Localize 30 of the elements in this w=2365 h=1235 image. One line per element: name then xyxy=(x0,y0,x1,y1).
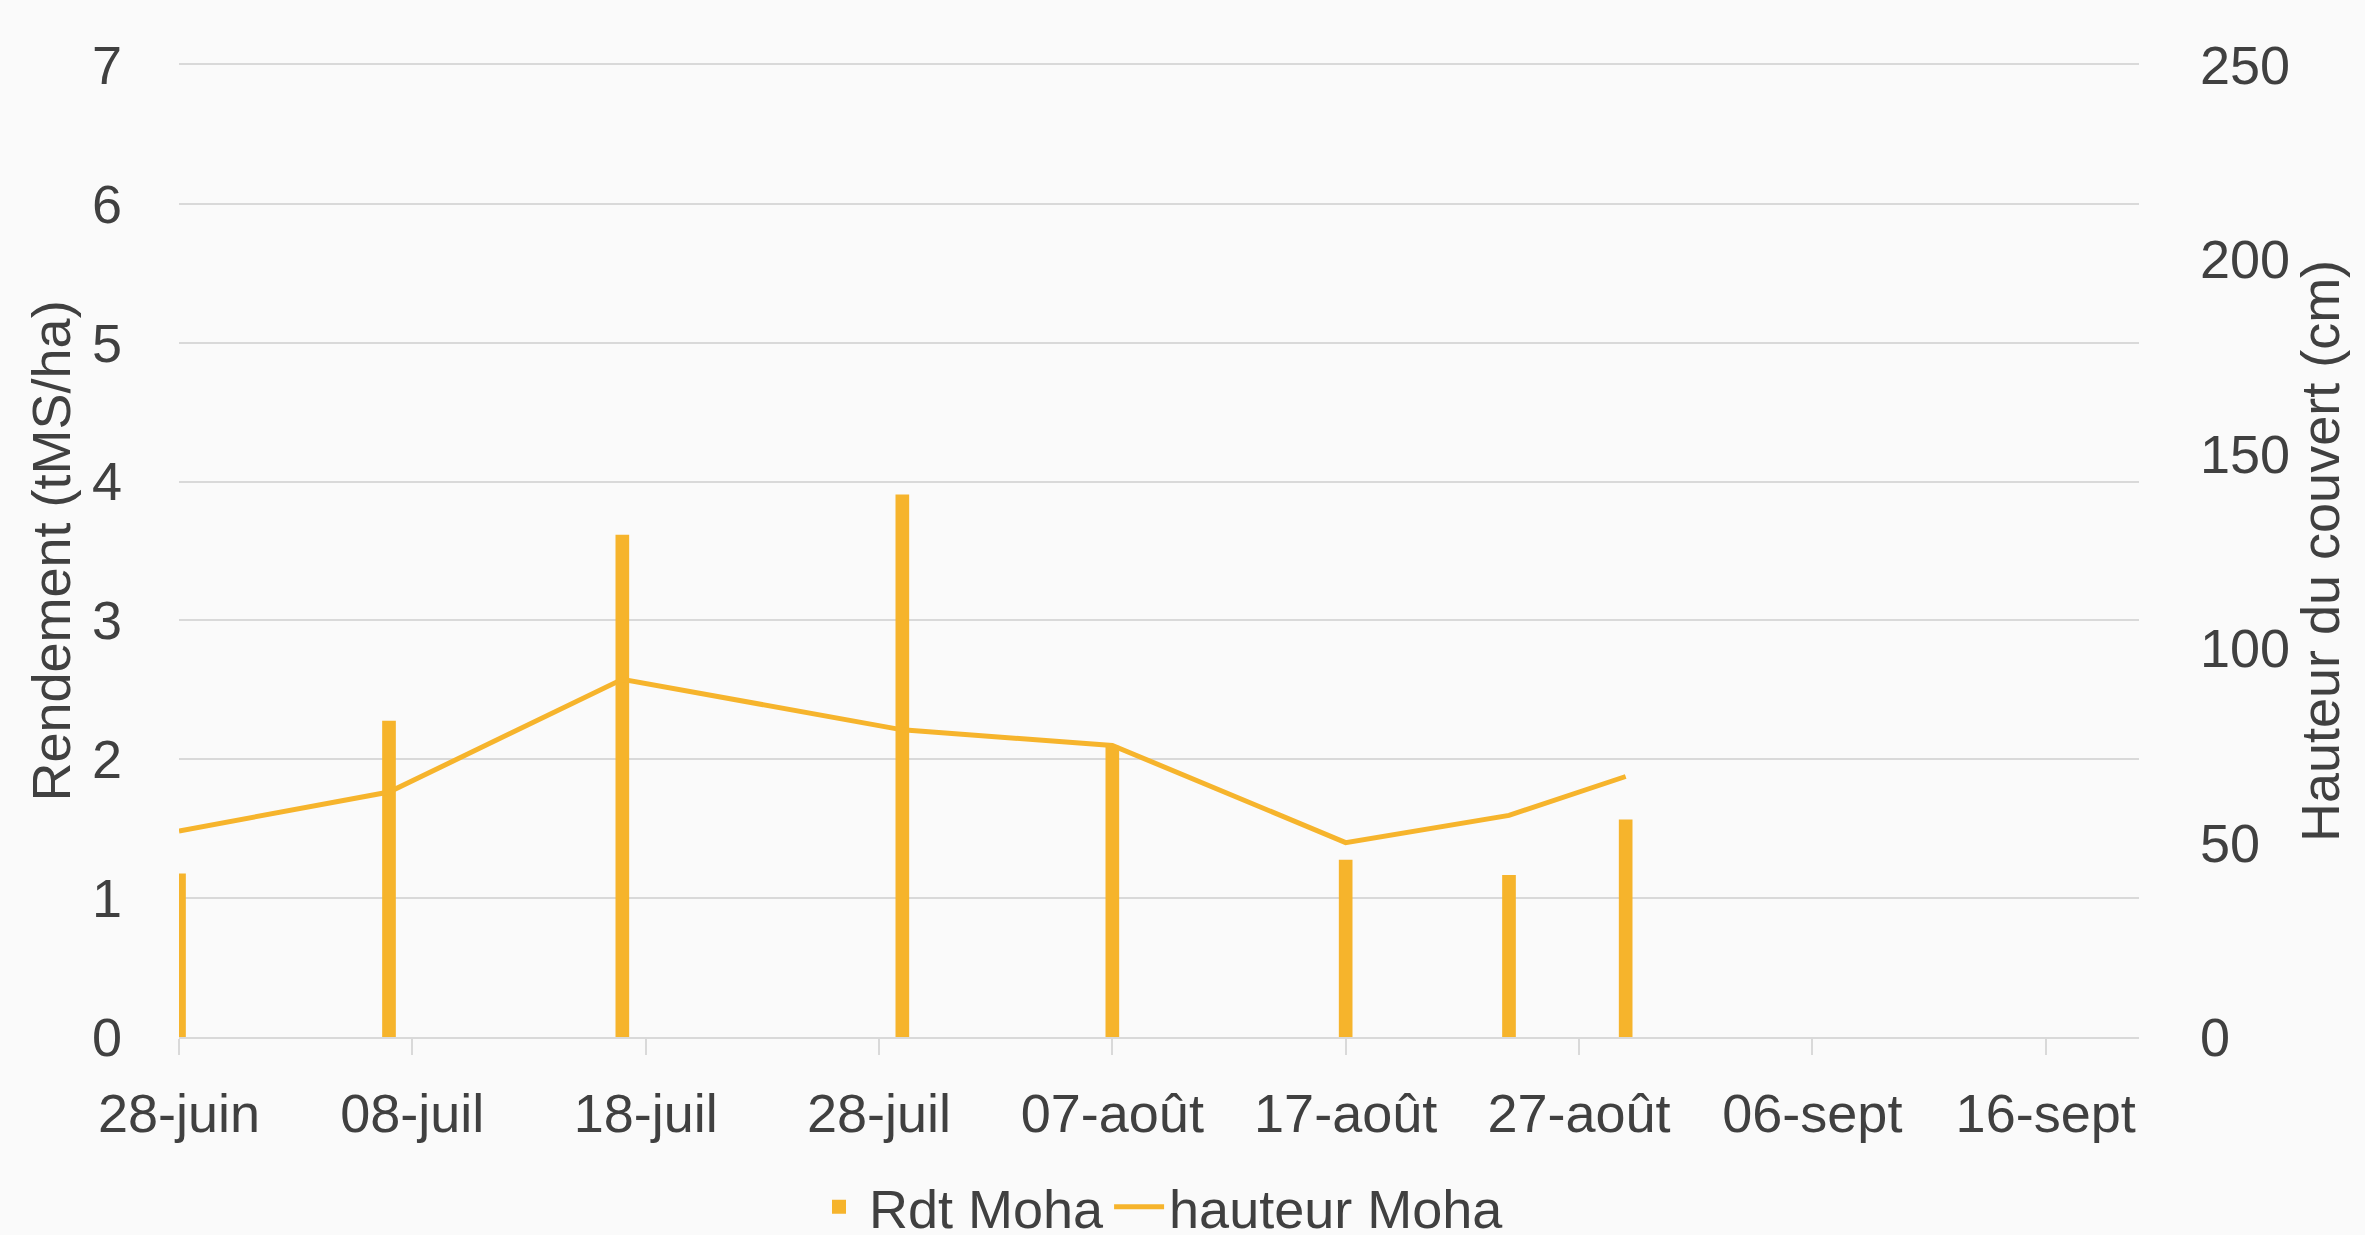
y2-axis-title: Hauteur du couvert (cm) xyxy=(2290,259,2351,843)
x-tick-label: 08-juil xyxy=(340,1082,485,1143)
x-tick-label: 16-sept xyxy=(1955,1082,2136,1143)
y-tick-label: 2 xyxy=(91,729,122,790)
x-tick-label: 28-juil xyxy=(806,1082,952,1143)
y-tick-label: 0 xyxy=(91,1006,122,1067)
y-axis-title: Rendement (tMS/ha) xyxy=(20,300,81,802)
x-tick-label: 07-août xyxy=(1020,1082,1204,1143)
y-tick-label: 1 xyxy=(91,868,122,929)
y2-tick-label: 0 xyxy=(2200,1006,2231,1067)
y2-tick-label: 100 xyxy=(2200,618,2291,679)
y2-tick-label: 150 xyxy=(2200,423,2291,484)
x-tick-label: 18-juil xyxy=(573,1082,718,1143)
bar xyxy=(1618,819,1633,1037)
bar xyxy=(1338,859,1353,1037)
x-tick-label: 17-août xyxy=(1254,1082,1438,1143)
y-tick-label: 7 xyxy=(91,34,122,95)
legend-label: Rdt Moha xyxy=(869,1178,1105,1235)
bar xyxy=(1502,874,1516,1037)
y-tick-label: 3 xyxy=(91,590,122,651)
x-tick-label: 28-juin xyxy=(97,1082,261,1143)
y-tick-label: 6 xyxy=(91,173,122,234)
y2-tick-label: 250 xyxy=(2200,34,2291,95)
y2-tick-label: 200 xyxy=(2200,229,2291,290)
y-tick-label: 5 xyxy=(91,312,122,373)
x-tick-label: 06-sept xyxy=(1722,1082,1903,1143)
legend-label: hauteur Moha xyxy=(1169,1178,1504,1235)
y-tick-label: 4 xyxy=(91,451,122,512)
y2-tick-label: 50 xyxy=(2200,812,2261,873)
x-tick-label: 27-août xyxy=(1487,1082,1671,1143)
